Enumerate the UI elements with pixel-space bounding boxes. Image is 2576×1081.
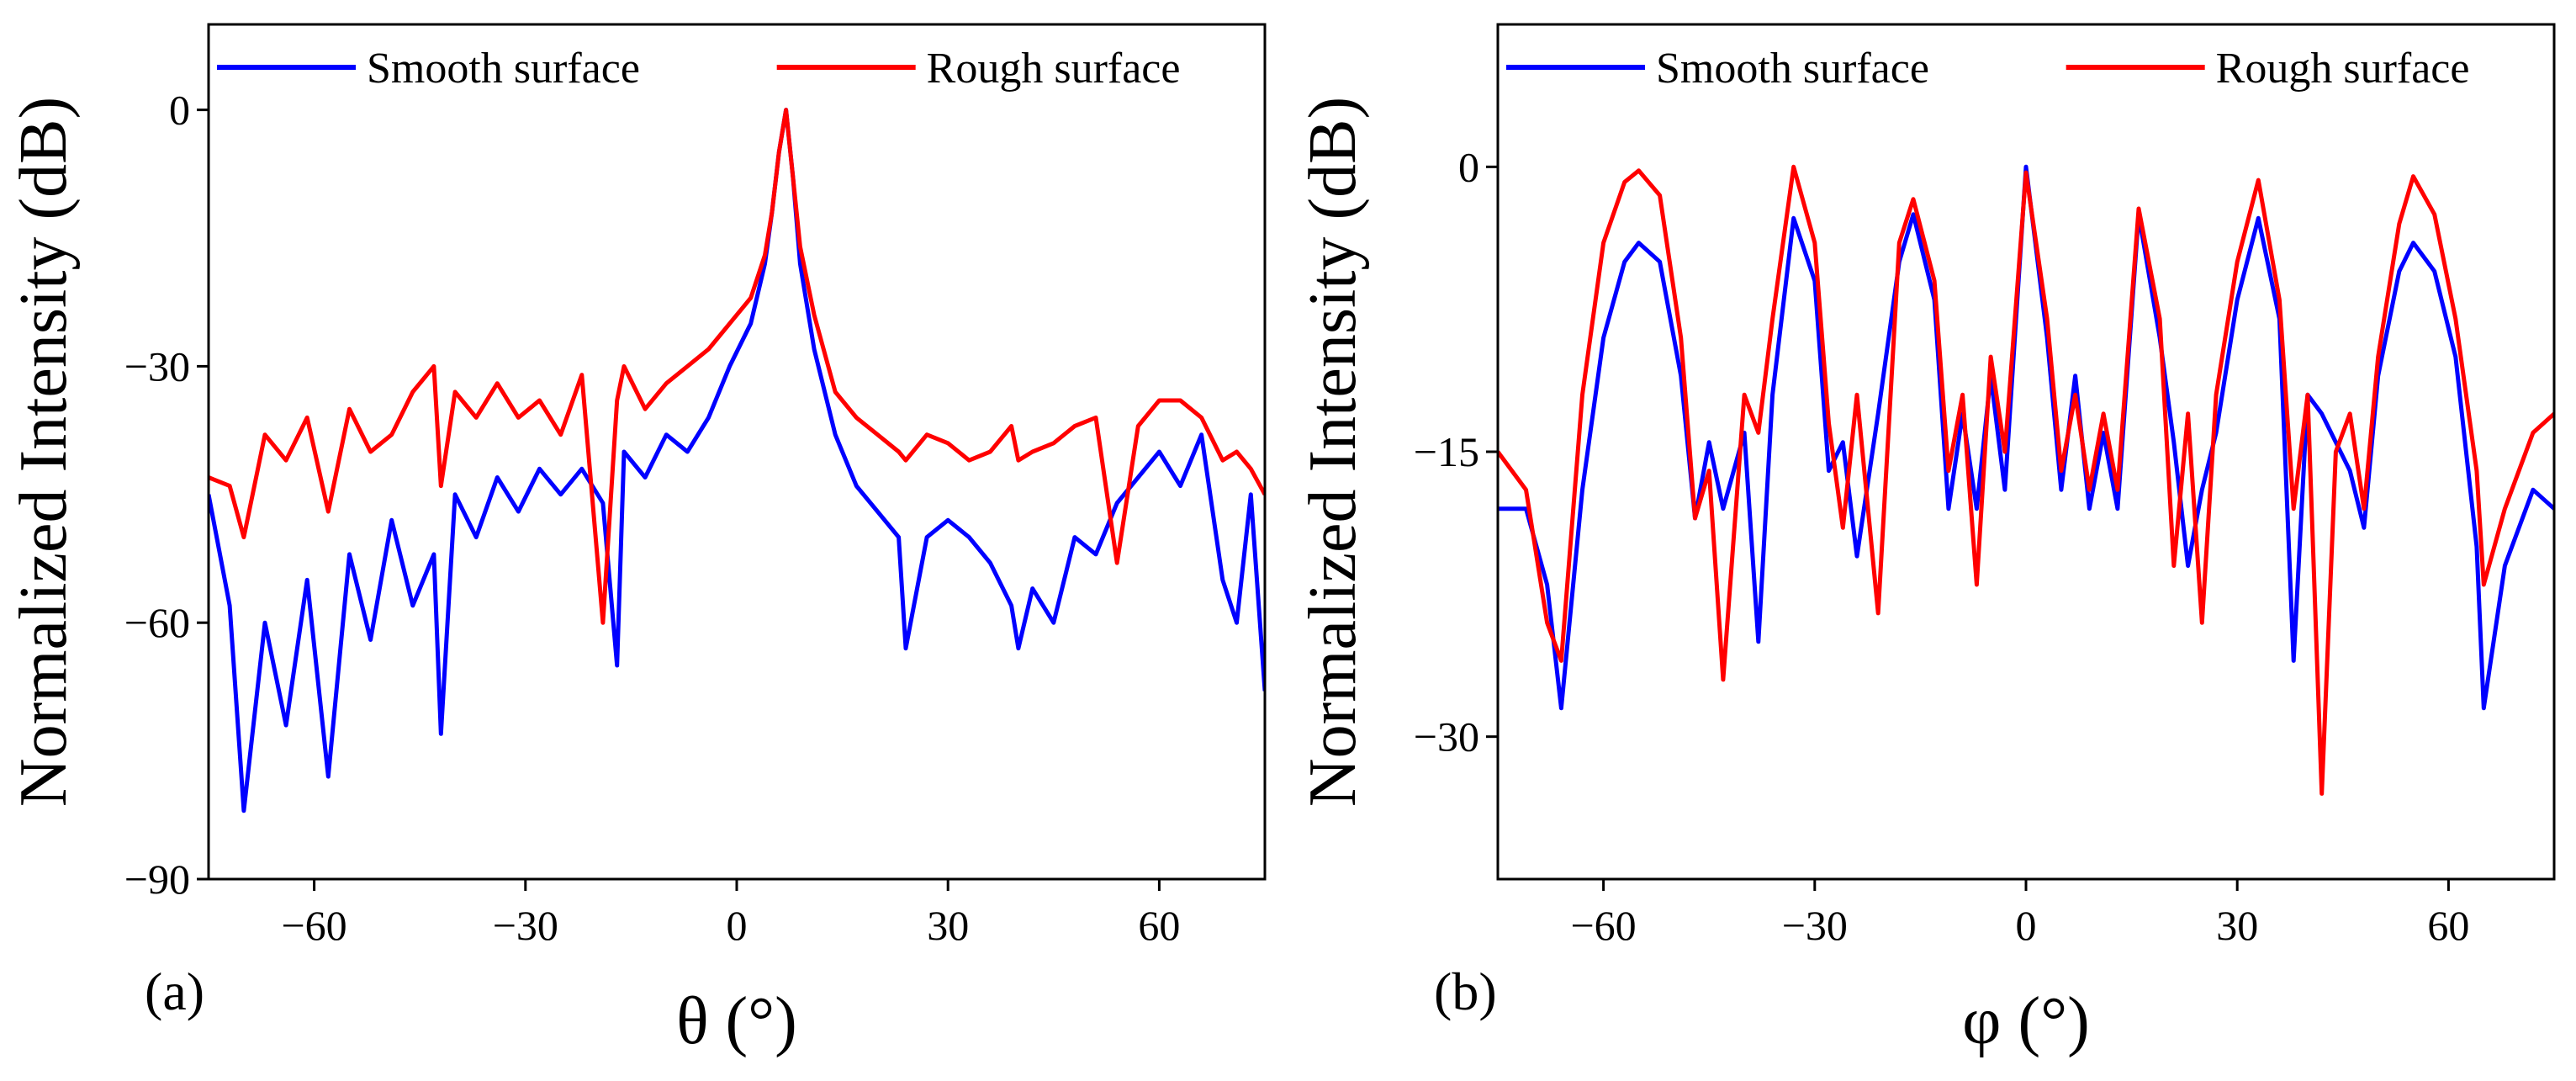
y-tick-label: −30 [1414,713,1479,760]
y-tick-label: 0 [169,87,190,134]
x-tick-label: 30 [927,902,969,949]
x-tick-label: 60 [1138,902,1180,949]
x-tick-label: 30 [2216,902,2258,949]
x-axis-title: θ (°) [676,984,797,1058]
data-line [209,108,1265,813]
y-axis-title: Normalized Intensity (dB) [1296,97,1370,807]
panel-label: (b) [1434,962,1497,1021]
y-tick-label: −60 [124,599,190,646]
legend-label: Rough surface [927,45,1181,93]
plot-frame [1496,23,2556,881]
data-line [209,108,1265,625]
data-line [1498,164,2554,796]
legend-label: Smooth surface [1656,45,1929,93]
x-tick-label: 0 [2016,902,2037,949]
y-tick-label: −30 [124,342,190,389]
x-tick-label: 60 [2427,902,2469,949]
x-tick-label: −60 [1570,902,1636,949]
x-tick-label: −60 [281,902,346,949]
x-tick-label: −30 [1782,902,1848,949]
y-tick-label: 0 [1458,143,1479,190]
y-axis-title: Normalized Intensity (dB) [7,97,81,807]
y-tick-label: −15 [1414,428,1479,475]
panel-label: (a) [145,962,204,1021]
plot-frame [207,23,1267,881]
legend-label: Smooth surface [367,45,640,93]
x-axis-title: φ (°) [1962,984,2089,1058]
x-tick-label: 0 [727,902,748,949]
legend-label: Rough surface [2216,45,2470,93]
x-tick-label: −30 [493,902,558,949]
y-tick-label: −90 [124,856,190,903]
